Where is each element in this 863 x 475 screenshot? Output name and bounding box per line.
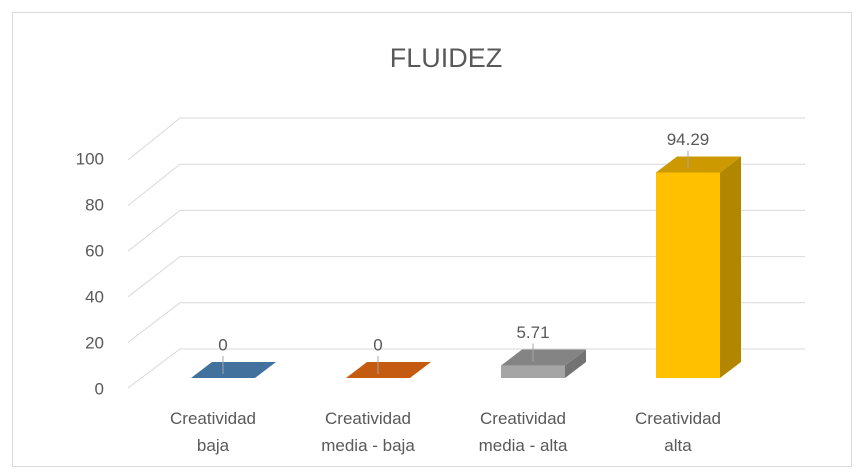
data-label: 5.71 <box>516 323 549 342</box>
grid-line <box>127 256 805 298</box>
bar-side <box>720 156 741 378</box>
grid-line <box>127 163 805 206</box>
bar-top <box>501 349 586 366</box>
grid-line <box>127 117 805 161</box>
x-tick-label: Creatividad media - alta <box>478 409 568 455</box>
chart-border <box>12 12 852 467</box>
y-tick-label: 60 <box>85 241 104 260</box>
y-tick-label: 100 <box>76 149 104 168</box>
bar-side <box>565 349 586 378</box>
bar-front <box>656 172 720 378</box>
grid-line <box>127 348 805 389</box>
data-label: 94.29 <box>667 130 710 149</box>
data-label: 0 <box>373 335 382 354</box>
bar-top <box>346 362 431 378</box>
data-label: 0 <box>218 335 227 354</box>
chart-title: FLUIDEZ <box>390 43 503 73</box>
grid-line <box>127 302 805 343</box>
x-tick-label: Creatividad media - baja <box>321 409 415 455</box>
x-tick-label: Creatividad baja <box>170 409 256 455</box>
y-tick-label: 20 <box>85 333 104 352</box>
y-tick-label: 0 <box>95 379 104 398</box>
grid-line <box>127 209 805 252</box>
y-tick-label: 80 <box>85 195 104 214</box>
y-tick-label: 40 <box>85 287 104 306</box>
bar-top <box>191 362 276 378</box>
bar-top <box>656 156 741 173</box>
bar-front <box>501 365 565 378</box>
x-tick-label: Creatividad alta <box>635 409 721 455</box>
